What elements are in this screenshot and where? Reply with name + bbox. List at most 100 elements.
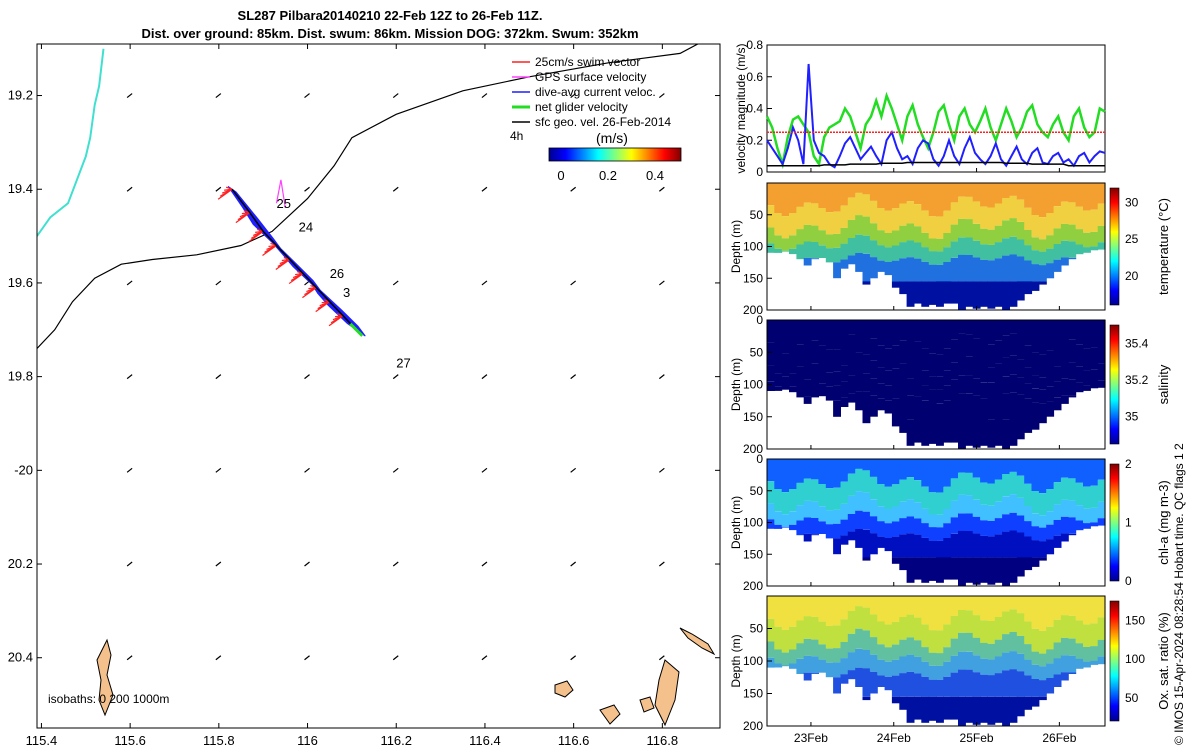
geo-velocity-arrow — [126, 374, 133, 380]
oxy-heatmap-cell — [972, 696, 981, 725]
temp-heatmap-cell — [965, 237, 974, 255]
chl-heatmap-cell — [958, 513, 966, 531]
chl-heatmap-cell — [869, 533, 878, 555]
chl-heatmap-cell — [943, 557, 952, 580]
sal-heatmap-cell — [899, 340, 908, 364]
chl-heatmap-cell — [1031, 540, 1040, 558]
map-xtick-label: 115.6 — [114, 733, 146, 748]
geo-velocity-arrow — [392, 186, 399, 192]
chl-heatmap-cell — [1090, 507, 1099, 523]
sal-heatmap-cell — [840, 365, 849, 382]
chl-heatmap-cell — [1075, 482, 1084, 505]
chl-heatmap-cell — [1083, 459, 1091, 487]
sal-heatmap-cell — [767, 365, 775, 382]
oxy-heatmap-cell — [803, 596, 812, 617]
chl-heatmap-cell — [928, 557, 937, 581]
sal-heatmap-cell — [1031, 388, 1040, 403]
temp-heatmap-cell — [847, 183, 856, 198]
sal-heatmap-cell — [972, 420, 981, 448]
oxy-heatmap-cell — [789, 663, 797, 669]
oxy-heatmap-cell — [928, 652, 937, 666]
temp-heatmap-cell — [1083, 210, 1091, 233]
velocity-series-line — [765, 91, 1106, 170]
oxy-heatmap-cell — [1016, 696, 1025, 717]
oxy-heatmap-cell — [914, 656, 922, 674]
chl-heatmap-cell — [767, 503, 775, 520]
oxy-heatmap-cell — [965, 632, 974, 652]
temp-heatmap-cell — [1031, 281, 1040, 291]
oxy-heatmap-cell — [840, 642, 849, 659]
oxy-heatmap-cell — [965, 696, 974, 723]
oxy-heatmap-cell — [914, 673, 922, 697]
sal-heatmap-cell — [987, 382, 996, 399]
chl-heatmap-cell — [1053, 482, 1062, 505]
temp-heatmap-cell — [965, 281, 974, 307]
sal-heatmap-cell — [914, 320, 922, 342]
sal-heatmap-cell — [1075, 366, 1084, 383]
sal-heatmap-cell — [1053, 381, 1062, 398]
temp-heatmap-cell — [980, 281, 988, 307]
geo-velocity-arrow — [126, 561, 133, 567]
chl-heatmap-cell — [921, 508, 930, 524]
sal-heatmap-cell — [1068, 362, 1077, 380]
temp-heatmap-cell — [1016, 239, 1025, 257]
transect-line — [37, 44, 699, 349]
chl-heatmap-cell — [862, 557, 871, 561]
chl-heatmap-cell — [928, 540, 937, 558]
temp-heatmap-cell — [1038, 217, 1047, 240]
oxy-heatmap-cell — [862, 696, 871, 701]
sal-heatmap-cell — [1068, 395, 1077, 398]
chl-heatmap-cell — [774, 459, 783, 489]
temp-heatmap-cell — [1038, 239, 1047, 252]
temp-heatmap-cell — [833, 247, 841, 263]
chl-heatmap-cell — [1009, 471, 1018, 495]
temp-heatmap-cell — [774, 235, 783, 249]
chl-heatmap-cell — [1097, 518, 1106, 526]
chl-heatmap-cell — [891, 521, 900, 537]
chl-heatmap-cell — [899, 501, 908, 519]
chl-heatmap-cell — [796, 459, 805, 483]
oxy-heatmap-cell — [914, 617, 922, 641]
temp-heatmap-cell — [774, 248, 783, 253]
temp-heatmap-cell — [936, 238, 944, 252]
oxy-heatmap-cell — [972, 615, 981, 638]
sal-heatmap-cell — [1060, 339, 1069, 362]
sal-heatmap-cell — [833, 320, 841, 350]
temp-heatmap-cell — [862, 253, 871, 282]
sal-heatmap-cell — [796, 382, 805, 398]
temp-heatmap-cell — [884, 262, 893, 276]
oxy-heatmap-cell — [877, 596, 886, 622]
geo-velocity-arrow — [304, 93, 310, 99]
geo-velocity-arrow — [658, 467, 665, 473]
sal-heatmap-cell — [818, 383, 827, 397]
oxy-heatmap-cell — [1038, 653, 1047, 667]
sal-heatmap-cell — [906, 338, 915, 362]
sal-heatmap-cell — [1060, 361, 1069, 379]
temp-heatmap-cell — [1002, 183, 1010, 198]
geo-velocity-arrow — [215, 93, 222, 99]
oxy-heatmap-cell — [789, 649, 797, 664]
isobaths-label: isobaths: 0 200 1000m — [48, 692, 169, 706]
temp-heatmap-cell — [774, 213, 783, 236]
oxy-heatmap-cell — [847, 652, 856, 671]
chl-heatmap-cell — [914, 480, 922, 503]
chl-heatmap-cell — [833, 487, 841, 510]
oxy-heatmap-cell — [943, 696, 952, 720]
geo-velocity-arrow — [126, 186, 133, 192]
oxy-heatmap-cell — [862, 630, 871, 650]
day-marker-label: 25 — [276, 196, 290, 211]
oxy-heatmap-cell — [1046, 596, 1055, 627]
oxy-heatmap-cell — [1016, 635, 1025, 654]
temp-heatmap-cell — [936, 183, 944, 217]
oxy-heatmap-cell — [811, 639, 819, 657]
chl-heatmap-cell — [928, 492, 937, 515]
sal-heatmap-cell — [825, 320, 834, 350]
sal-heatmap-cell — [1038, 403, 1047, 420]
oxy-heatmap-cell — [1097, 656, 1106, 665]
oxy-heatmap-cell — [1024, 621, 1033, 645]
chl-heatmap-cell — [928, 527, 937, 541]
sal-heatmap-cell — [943, 400, 952, 420]
oxy-heatmap-cell — [928, 679, 937, 697]
day-marker-label: 26 — [330, 266, 344, 281]
sal-heatmap-cell — [928, 376, 937, 390]
